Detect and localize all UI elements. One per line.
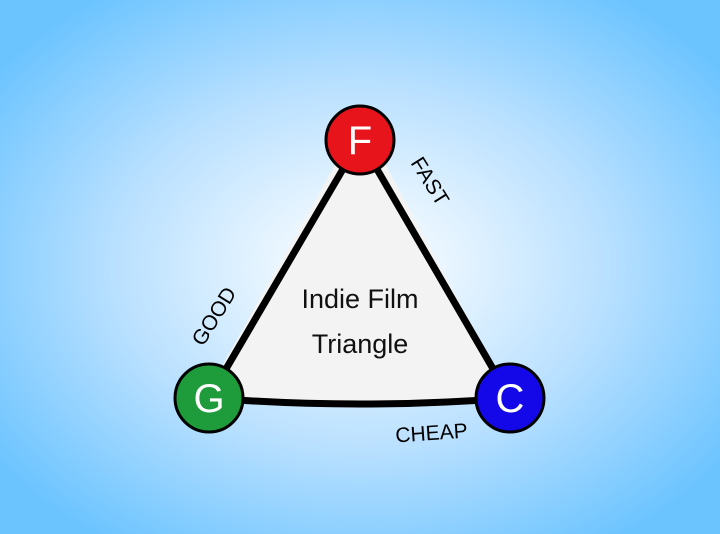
node-good-circle [173, 362, 245, 434]
node-fast: F [324, 104, 396, 176]
edge-cheap [205, 394, 514, 408]
diagram-title-line-2: Triangle [312, 329, 409, 359]
edge-label-good: GOOD [188, 283, 242, 350]
edge-good [205, 136, 364, 402]
node-good: G [173, 362, 245, 434]
node-cheap: C [474, 362, 546, 434]
diagram-title-line-1: Indie Film [301, 284, 418, 314]
node-cheap-letter: C [496, 377, 525, 421]
node-cheap-circle [474, 362, 546, 434]
node-fast-circle [324, 104, 396, 176]
node-fast-letter: F [348, 119, 372, 163]
node-good-letter: G [193, 377, 224, 421]
triangle-area [210, 141, 502, 404]
edge-label-cheap: CHEAP [395, 420, 469, 448]
edge-label-fast: FAST [406, 153, 453, 210]
edge-fast [356, 136, 514, 402]
